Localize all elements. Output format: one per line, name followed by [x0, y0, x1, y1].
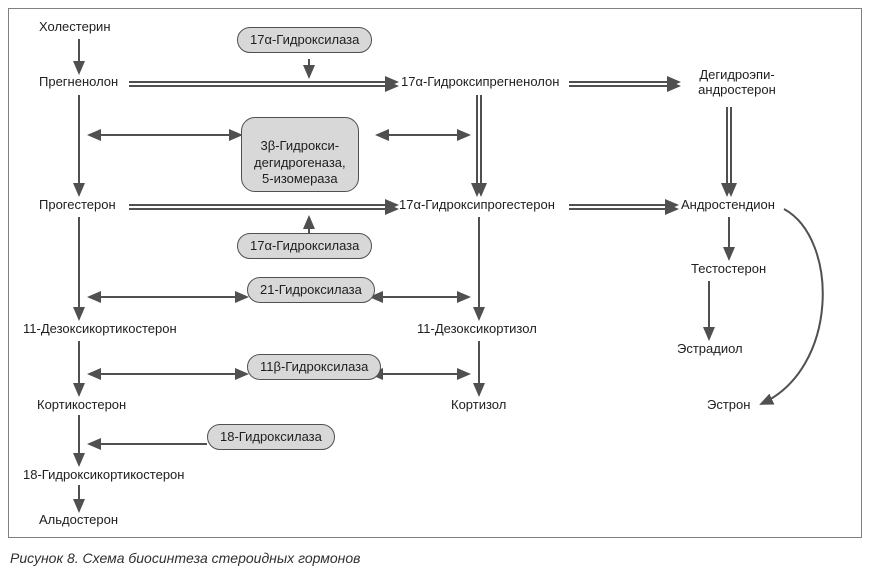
node-deoxycortisol: 11-Дезоксикортизол	[417, 321, 537, 336]
node-cholesterol: Холестерин	[39, 19, 111, 34]
node-progesterone: Прогестерон	[39, 197, 116, 212]
node-dhea: Дегидроэпи- андростерон	[687, 67, 787, 97]
node-corticosterone: Кортикостерон	[37, 397, 126, 412]
node-ohprogesterone: 17α-Гидроксипрогестерон	[399, 197, 555, 212]
node-testosterone: Тестостерон	[691, 261, 766, 276]
enzyme-18: 18-Гидроксилаза	[207, 424, 335, 450]
diagram-frame: Холестерин Прегненолон 17α-Гидроксипрегн…	[8, 8, 862, 538]
node-estrone: Эстрон	[707, 397, 750, 412]
node-estradiol: Эстрадиол	[677, 341, 743, 356]
node-ohcorticosterone: 18-Гидроксикортикостерон	[23, 467, 184, 482]
node-ohpregnenolone: 17α-Гидроксипрегненолон	[401, 74, 559, 89]
enzyme-11b: 11β-Гидроксилаза	[247, 354, 381, 380]
enzyme-21: 21-Гидроксилаза	[247, 277, 375, 303]
enzyme-3b: 3β-Гидрокси- дегидрогеназа, 5-изомераза	[241, 117, 359, 192]
enzyme-3b-label: 3β-Гидрокси- дегидрогеназа, 5-изомераза	[254, 138, 346, 186]
figure-caption: Рисунок 8. Схема биосинтеза стероидных г…	[10, 550, 360, 566]
node-dhea-label: Дегидроэпи- андростерон	[698, 67, 776, 97]
node-androstenedione: Андростендион	[681, 197, 775, 212]
node-doc: 11-Дезоксикортикостерон	[23, 321, 177, 336]
node-cortisol: Кортизол	[451, 397, 506, 412]
node-aldosterone: Альдостерон	[39, 512, 118, 527]
enzyme-17a-mid: 17α-Гидроксилаза	[237, 233, 372, 259]
node-pregnenolone: Прегненолон	[39, 74, 118, 89]
enzyme-17a-top: 17α-Гидроксилаза	[237, 27, 372, 53]
